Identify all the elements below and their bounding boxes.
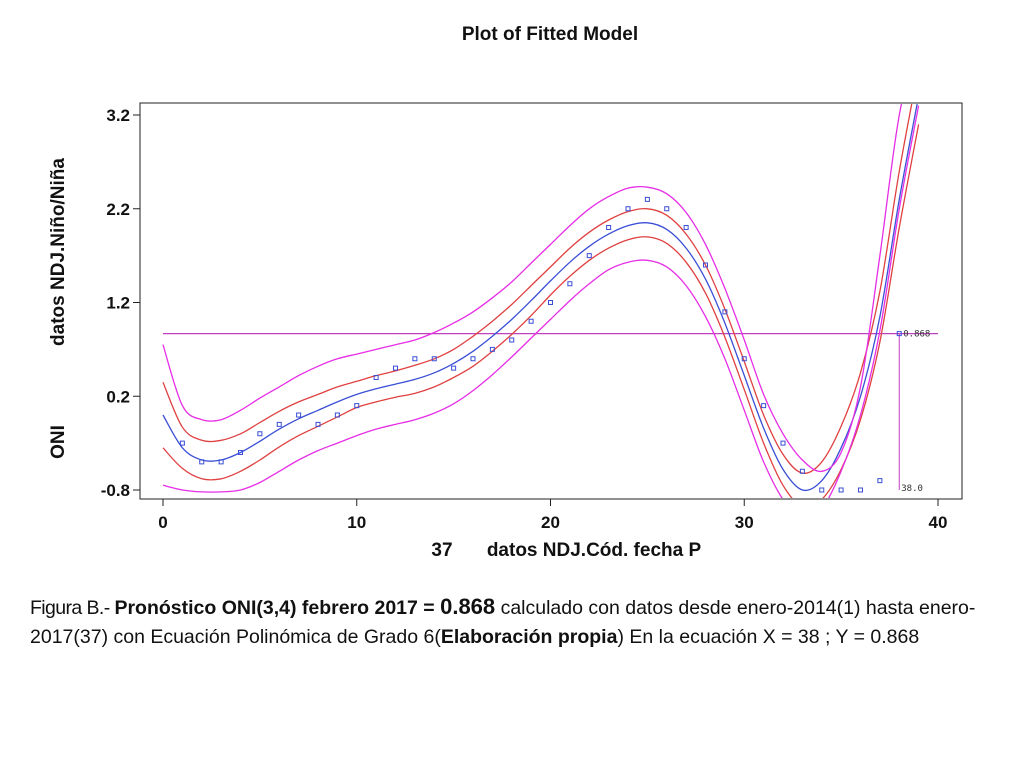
x-axis-label: datos NDJ.Cód. fecha P	[487, 540, 702, 561]
figure-caption: Figura B.- Pronóstico ONI(3,4) febrero 2…	[30, 592, 992, 652]
x-tick-label: 0	[158, 513, 167, 532]
data-point	[664, 206, 670, 212]
data-point	[528, 318, 534, 324]
fitted-model-chart: Plot of Fitted Model 0 10 20 30 40 -0.8 0.2 1.2…	[48, 24, 963, 561]
data-point	[606, 225, 612, 230]
x-tick-label: 30	[735, 513, 754, 532]
data-point	[586, 253, 592, 259]
marker-labels: 0.868 38.0	[901, 330, 930, 494]
y-tick-label: 1.2	[106, 294, 130, 313]
data-point	[238, 450, 243, 455]
y-axis-label-oni: ONI	[48, 425, 69, 459]
y-tick-label: 0.2	[106, 387, 130, 406]
data-point	[470, 356, 476, 362]
caption-forecast-value: 0.868	[440, 594, 496, 619]
data-point	[819, 487, 825, 493]
data-point	[780, 440, 786, 446]
caption-lead: Figura B.-	[30, 597, 115, 619]
data-point	[412, 356, 418, 362]
data-point	[257, 431, 263, 437]
data-point	[548, 300, 553, 305]
confidence-upper-line	[162, 104, 913, 474]
data-point	[567, 281, 573, 287]
axis-ticks: 0 10 20 30 40 -0.8 0.2 1.2 2.2 3.2	[101, 106, 948, 532]
data-point	[276, 421, 282, 427]
x-tick-label: 10	[347, 513, 366, 532]
data-point	[218, 459, 224, 465]
data-point	[199, 459, 205, 465]
y-tick-label: 3.2	[106, 106, 130, 125]
caption-forecast-label: Pronóstico ONI(3,4) febrero 2017 =	[114, 597, 441, 619]
data-point	[838, 487, 844, 493]
data-point	[644, 196, 650, 202]
y-tick-label: 2.2	[106, 200, 130, 219]
data-point	[683, 225, 689, 230]
data-point	[509, 337, 515, 343]
confidence-lower-line	[162, 124, 920, 498]
caption-source: Elaboración propia	[440, 626, 618, 648]
data-point	[334, 412, 340, 418]
data-point	[451, 365, 457, 371]
data-point	[431, 356, 437, 362]
forecast-x-label: 38.0	[901, 484, 923, 494]
data-point	[625, 206, 631, 212]
data-point	[315, 421, 321, 427]
data-point	[799, 468, 805, 474]
data-point	[489, 346, 495, 352]
curves	[162, 104, 938, 498]
data-point	[373, 375, 379, 380]
x-tick-label: 20	[541, 513, 560, 532]
x-tick-label: 40	[929, 513, 948, 532]
data-point	[896, 331, 902, 337]
caption-equation: ) En la ecuación X = 38 ; Y = 0.868	[617, 626, 920, 648]
fitted-line	[162, 104, 918, 492]
data-point	[179, 440, 185, 446]
data-point	[877, 478, 883, 484]
data-point	[393, 365, 398, 371]
prediction-upper-line	[162, 104, 903, 473]
y-tick-label: -0.8	[101, 481, 130, 500]
reference-value-label: 0.868	[903, 330, 930, 340]
y-axis-label-series: datos NDJ.Niño/Niña	[48, 158, 69, 346]
x-axis-prefix: 37	[431, 540, 452, 561]
prediction-lower-line	[162, 105, 920, 498]
caption-description: calculado con datos desde enero-2014(1) …	[30, 597, 976, 648]
data-point	[703, 262, 708, 268]
data-point	[296, 412, 302, 418]
data-point	[354, 403, 360, 409]
observed-points	[179, 196, 902, 493]
data-point	[741, 356, 747, 362]
data-point	[858, 487, 863, 493]
chart-title: Plot of Fitted Model	[462, 24, 638, 45]
data-point	[761, 403, 767, 409]
data-point	[722, 309, 728, 315]
